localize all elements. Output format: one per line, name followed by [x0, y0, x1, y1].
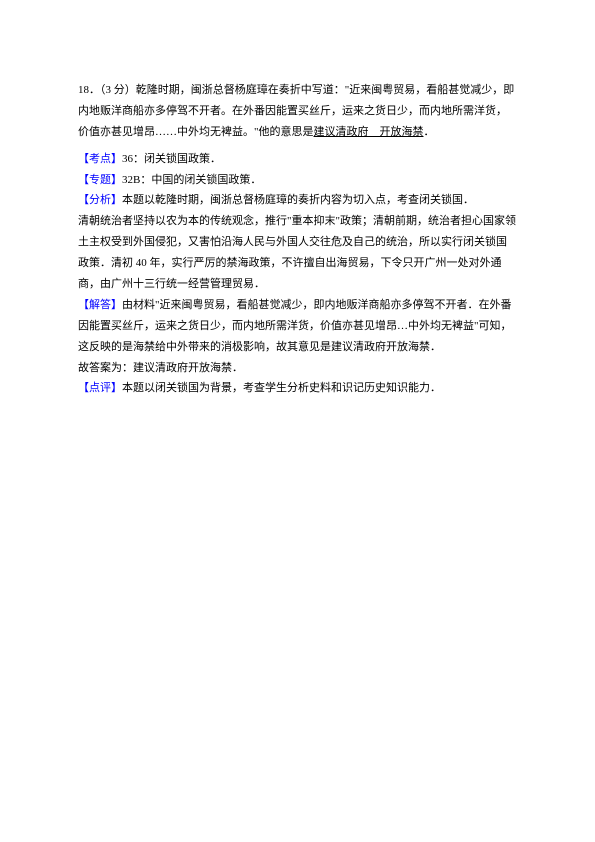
question-number: 18．	[78, 84, 100, 96]
jieda-row: 【解答】由材料"近来闽粤贸易，看船甚觉减少，即内地贩洋商船亦多停驾不开者．在外番…	[78, 295, 517, 358]
jieda-p1: 由材料"近来闽粤贸易，看船甚觉减少，即内地贩洋商船亦多停驾不开者．在外番因能置买…	[78, 299, 512, 353]
fenxi-p1: 本题以乾隆时期，闽浙总督杨庭璋的奏折内容为切入点，考查闭关锁国．	[122, 194, 474, 206]
question-blank: 建议清政府 开放海禁	[314, 126, 424, 138]
question-text-pre: 乾隆时期，闽浙总督杨庭璋在奏折中写道："近来闽粤贸易，看船甚觉减少，即内地贩洋商…	[78, 84, 514, 138]
dianping-text: 本题以闭关锁国为背景，考查学生分析史料和识记历史知识能力．	[122, 382, 441, 394]
question-text-post: ．	[424, 126, 435, 138]
zhuanti-label: 【专题】	[78, 174, 122, 186]
dianping-row: 【点评】本题以闭关锁国为背景，考查学生分析史料和识记历史知识能力．	[78, 378, 517, 399]
zhuanti-text: 32B：中国的闭关锁国政策．	[122, 174, 261, 186]
jieda-label: 【解答】	[78, 299, 122, 311]
zhuanti-row: 【专题】32B：中国的闭关锁国政策．	[78, 170, 517, 191]
jieda-p2: 故答案为：建议清政府开放海禁．	[78, 358, 517, 379]
fenxi-p2: 清朝统治者坚持以农为本的传统观念，推行"重本抑末"政策；清朝前期，统治者担心国家…	[78, 211, 517, 295]
kaodian-label: 【考点】	[78, 153, 122, 165]
fenxi-label: 【分析】	[78, 194, 122, 206]
question-points: （3 分）	[100, 84, 136, 96]
kaodian-text: 36：闭关锁国政策．	[122, 153, 221, 165]
question-stem: 18．（3 分）乾隆时期，闽浙总督杨庭璋在奏折中写道："近来闽粤贸易，看船甚觉减…	[78, 80, 517, 143]
dianping-label: 【点评】	[78, 382, 122, 394]
kaodian-row: 【考点】36：闭关锁国政策．	[78, 149, 517, 170]
fenxi-row: 【分析】本题以乾隆时期，闽浙总督杨庭璋的奏折内容为切入点，考查闭关锁国．	[78, 190, 517, 211]
